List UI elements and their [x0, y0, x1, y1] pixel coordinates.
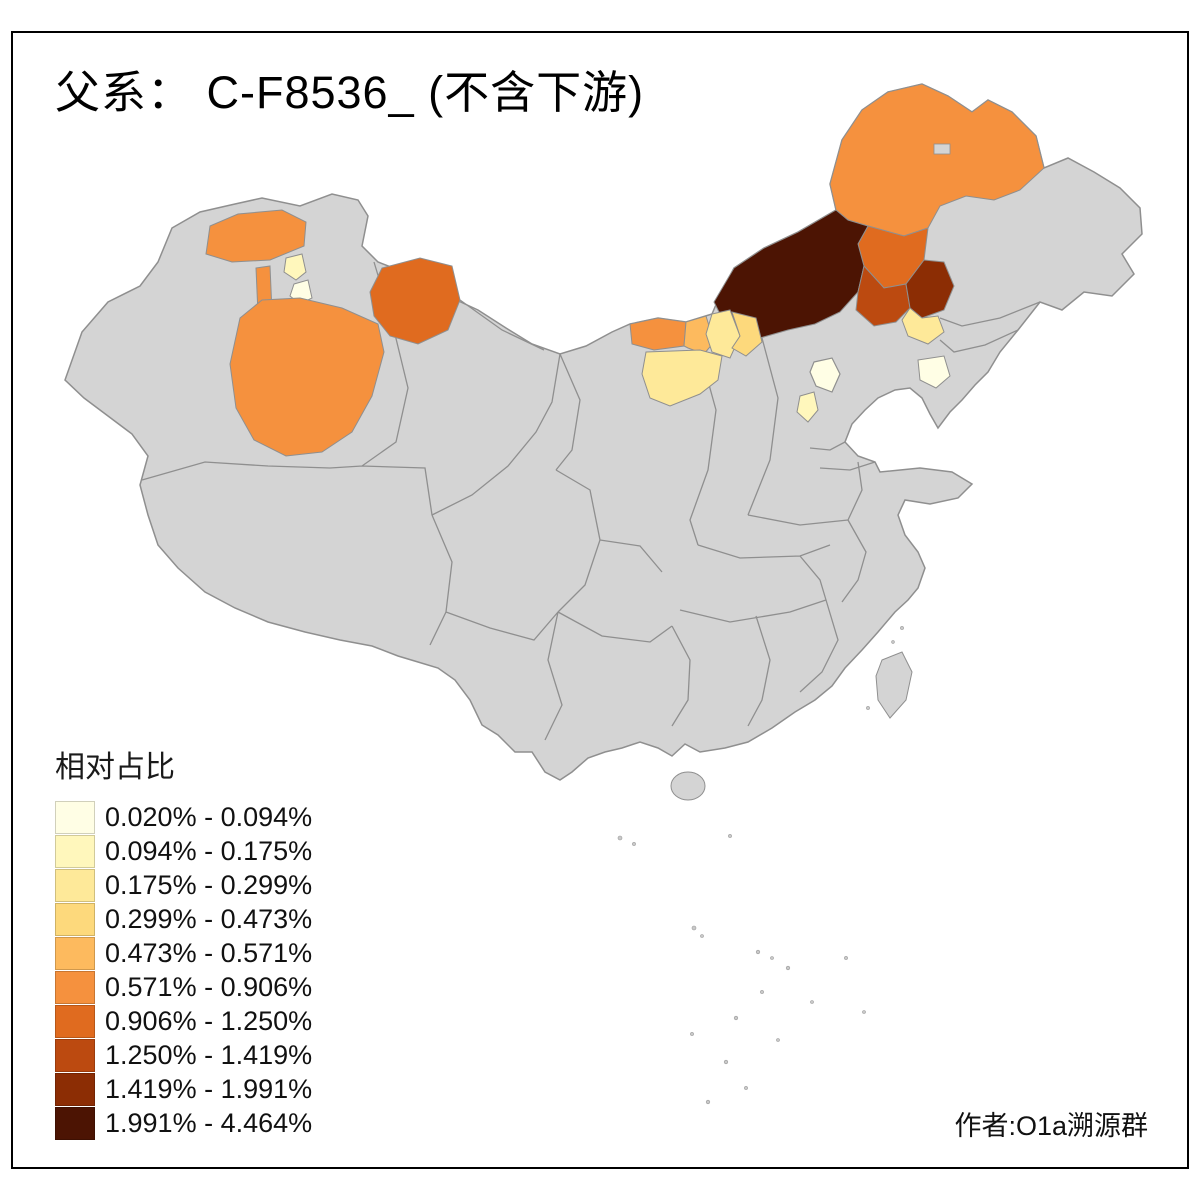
legend-swatch	[55, 800, 95, 834]
legend-item: 1.250% - 1.419%	[55, 1038, 312, 1072]
legend-label: 0.175% - 0.299%	[105, 869, 313, 900]
legend-label: 0.094% - 0.175%	[105, 835, 313, 866]
region-ulanqab	[731, 311, 763, 357]
legend-swatch	[55, 834, 95, 868]
legend-item: 1.991% - 4.464%	[55, 1106, 312, 1140]
plot-border	[11, 31, 1189, 1169]
region-tongliao	[855, 264, 911, 327]
legend-swatch	[55, 1038, 95, 1072]
legend-swatch	[55, 1072, 95, 1106]
legend-label: 1.250% - 1.419%	[105, 1039, 313, 1070]
sea-islets	[617, 626, 904, 1105]
legend-label: 0.473% - 0.571%	[105, 937, 313, 968]
province-borders	[141, 261, 1041, 741]
legend-item: 0.906% - 1.250%	[55, 1004, 312, 1038]
region-beijing	[809, 357, 841, 393]
legend-label: 0.906% - 1.250%	[105, 1005, 313, 1036]
legend-label: 0.020% - 0.094%	[105, 801, 313, 832]
legend-label: 1.419% - 1.991%	[105, 1073, 313, 1104]
region-north-shaanxi	[641, 349, 723, 407]
legend-item: 0.094% - 0.175%	[55, 834, 312, 868]
legend-swatch	[55, 970, 95, 1004]
legend-item: 0.020% - 0.094%	[55, 800, 312, 834]
legend-swatch	[55, 902, 95, 936]
region-hohhot	[705, 309, 741, 359]
region-west-liaoning	[901, 307, 945, 345]
legend-item: 1.419% - 1.991%	[55, 1072, 312, 1106]
legend: 相对占比 0.020% - 0.094% 0.094% - 0.175% 0.1…	[55, 742, 312, 1140]
region-bayannur	[629, 317, 687, 351]
hainan-island	[670, 771, 706, 801]
legend-title: 相对占比	[55, 751, 175, 784]
legend-item: 0.175% - 0.299%	[55, 868, 312, 902]
legend-swatch	[55, 1106, 95, 1140]
region-tianjin	[796, 391, 819, 423]
region-north-xinjiang	[205, 209, 307, 263]
legend-label: 1.991% - 4.464%	[105, 1107, 313, 1138]
region-hulunbuir-enclave	[933, 143, 951, 155]
chart-title: 父系： C-F8536_ (不含下游)	[55, 67, 645, 118]
legend-swatch	[55, 868, 95, 902]
legend-item: 0.299% - 0.473%	[55, 902, 312, 936]
legend-item: 0.571% - 0.906%	[55, 970, 312, 1004]
legend-label: 0.299% - 0.473%	[105, 903, 313, 934]
region-south-xinjiang	[229, 297, 385, 457]
legend-label: 0.571% - 0.906%	[105, 971, 313, 1002]
author-credit: 作者:O1a溯源群	[954, 1111, 1148, 1141]
legend-item: 0.473% - 0.571%	[55, 936, 312, 970]
legend-swatch	[55, 1004, 95, 1038]
region-liaodong	[917, 355, 951, 389]
taiwan-island	[875, 651, 913, 719]
region-xinjiang-cream-1	[283, 253, 307, 281]
legend-swatch	[55, 936, 95, 970]
region-west-gansu	[369, 257, 461, 345]
